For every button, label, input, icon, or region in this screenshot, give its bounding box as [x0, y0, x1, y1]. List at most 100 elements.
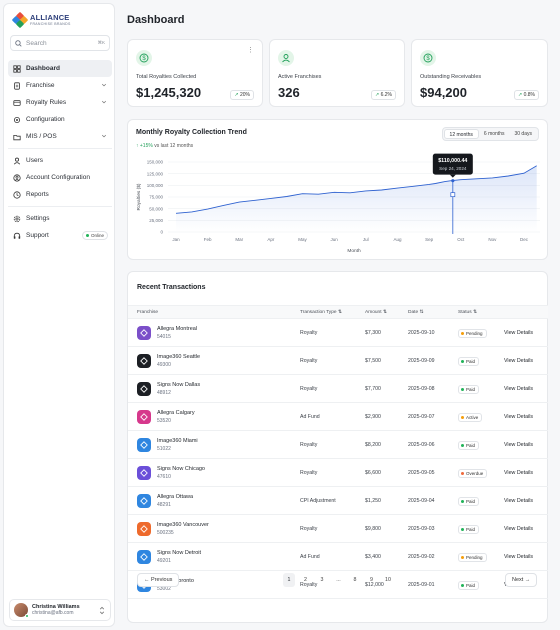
range-6-months[interactable]: 6 months: [483, 131, 505, 137]
chevron-down-icon: [101, 100, 107, 104]
user-icon: [278, 50, 294, 66]
range-30-days[interactable]: 30 days: [514, 131, 532, 137]
previous-button[interactable]: ← Previous: [137, 573, 180, 587]
status-badge: Pending: [458, 329, 487, 338]
view-details-link[interactable]: View Details: [504, 470, 534, 476]
view-details-link[interactable]: View Details: [504, 498, 534, 504]
next-button[interactable]: Next →: [505, 573, 538, 587]
transaction-date: 2025-09-10: [408, 330, 435, 336]
table-row[interactable]: Signs Now Detroit 49201 Ad Fund $3,400 2025-…: [128, 543, 548, 571]
page-number-button[interactable]: 1: [283, 573, 295, 587]
hover-point: [451, 179, 455, 183]
franchise-logo-icon: [137, 326, 151, 340]
transaction-amount: $9,800: [365, 526, 381, 532]
page-number-button[interactable]: 10: [385, 577, 391, 583]
franchise-id: 500235: [157, 530, 174, 536]
sidebar-item-royalty-rules[interactable]: Royalty Rules: [8, 94, 112, 111]
view-details-link[interactable]: View Details: [504, 554, 534, 560]
sort-icon: ⇅: [472, 310, 477, 315]
table-row[interactable]: Image360 Seattle 49300 Royalty $7,500 2025-0…: [128, 347, 548, 375]
column-header-status[interactable]: Status ⇅: [458, 310, 477, 315]
status-dot: [461, 360, 464, 363]
view-details-link[interactable]: View Details: [504, 330, 534, 336]
status-badge: Pending: [458, 553, 487, 562]
stat-label: Outstanding Receivables: [420, 74, 482, 80]
x-tick-label: Feb: [204, 237, 212, 242]
trend-up-icon: ↗: [375, 92, 380, 98]
page-number-button[interactable]: 2: [304, 577, 307, 583]
column-header-label: Amount: [365, 310, 382, 315]
table-row[interactable]: Allegra Calgary 53520 Ad Fund $2,900 2025-09…: [128, 403, 548, 431]
column-header-label: Status: [458, 310, 472, 315]
x-tick-label: Dec: [520, 237, 529, 242]
sidebar-item-reports[interactable]: Reports: [8, 186, 112, 203]
transaction-amount: $3,400: [365, 554, 381, 560]
column-header-transaction-type[interactable]: Transaction Type ⇅: [300, 310, 342, 315]
tooltip-date: Sep 24, 2024: [439, 166, 467, 171]
sidebar-item-users[interactable]: Users: [8, 152, 112, 169]
sidebar-item-label: Franchise: [26, 82, 55, 89]
sidebar-item-support[interactable]: Support Online: [8, 227, 112, 244]
sidebar-item-franchise[interactable]: Franchise: [8, 77, 112, 94]
table-row[interactable]: Allegra Ottawa 48291 CPI Adjustment $1,250 2…: [128, 487, 548, 515]
sidebar-item-mis-pos[interactable]: MIS / POS: [8, 128, 112, 145]
x-tick-label: Jan: [172, 237, 180, 242]
user-name: Christina Williams: [32, 603, 80, 610]
search-box[interactable]: ⌘K: [10, 35, 110, 51]
view-details-link[interactable]: View Details: [504, 526, 534, 532]
sort-icon: ⇅: [419, 310, 424, 315]
view-details-link[interactable]: View Details: [504, 442, 534, 448]
search-icon: [15, 39, 22, 47]
tooltip-value: $110,000.44: [438, 158, 467, 164]
column-header-franchise[interactable]: Franchise: [137, 310, 159, 315]
stat-label: Active Franchises: [278, 74, 322, 80]
status-label: Paid: [466, 499, 476, 504]
transaction-date: 2025-09-04: [408, 498, 435, 504]
more-options-icon[interactable]: ⋮: [247, 47, 254, 54]
franchise-name: Allegra Montreal: [157, 326, 198, 332]
column-header-amount[interactable]: Amount ⇅: [365, 310, 387, 315]
transaction-amount: $2,900: [365, 414, 381, 420]
transaction-date: 2025-09-01: [408, 582, 435, 588]
franchise-logo-icon: [137, 354, 151, 368]
table-row[interactable]: Signs Now Chicago 47610 Royalty $6,600 2025-…: [128, 459, 548, 487]
table-row[interactable]: Signs Now Dallas 48912 Royalty $7,700 2025-0…: [128, 375, 548, 403]
document-icon: [13, 81, 21, 90]
sidebar-item-account-configuration[interactable]: Account Configuration: [8, 169, 112, 186]
page-number-button[interactable]: 8: [353, 577, 357, 583]
user-profile[interactable]: Christina Williams christina@afb.com: [9, 599, 111, 621]
page-number-button[interactable]: 9: [370, 577, 373, 583]
page-number-button[interactable]: 3: [320, 577, 324, 583]
users-icon: [13, 157, 21, 165]
svg-text:$: $: [142, 56, 146, 62]
franchise-id: 48291: [157, 502, 171, 508]
royalty-trend-chart[interactable]: 0 25,000 50,000 75,000 100,000 125,000 150,000…: [128, 120, 549, 261]
table-row[interactable]: Image360 Miami 51022 Royalty $8,200 2025-09-…: [128, 431, 548, 459]
column-header-date[interactable]: Date ⇅: [408, 310, 424, 315]
status-label: Paid: [466, 387, 476, 392]
tooltip-pointer: [449, 174, 456, 178]
sidebar-item-dashboard[interactable]: Dashboard: [8, 60, 112, 77]
table-row[interactable]: Allegra Montreal 54015 Royalty $7,300 2025-0…: [128, 319, 548, 347]
brand-logo[interactable]: ALLIANCE FRANCHISE BRANDS: [11, 11, 71, 29]
status-dot: [461, 444, 464, 447]
page-title: Dashboard: [127, 14, 185, 26]
gear-icon: [13, 116, 21, 124]
status-dot: [461, 556, 464, 559]
sidebar-item-label: Users: [26, 157, 43, 164]
sidebar-item-settings[interactable]: Settings: [8, 210, 112, 227]
franchise-name: Image360 Miami: [157, 438, 198, 444]
status-label: Paid: [466, 443, 476, 448]
franchise-name: Image360 Vancouver: [157, 522, 209, 528]
pagination-ellipsis: ...: [336, 577, 341, 583]
search-input[interactable]: [26, 39, 98, 47]
status-label: Pending: [466, 331, 483, 336]
view-details-link[interactable]: View Details: [504, 386, 534, 392]
table-row[interactable]: Image360 Vancouver 500235 Royalty $9,800 202…: [128, 515, 548, 543]
range-12-months[interactable]: 12 months: [443, 129, 479, 139]
view-details-link[interactable]: View Details: [504, 414, 534, 420]
view-details-link[interactable]: View Details: [504, 358, 534, 364]
brand-logo-icon: [11, 11, 29, 29]
stat-change-badge: ↗ 0.8%: [514, 90, 539, 100]
sidebar-item-configuration[interactable]: Configuration: [8, 111, 112, 128]
